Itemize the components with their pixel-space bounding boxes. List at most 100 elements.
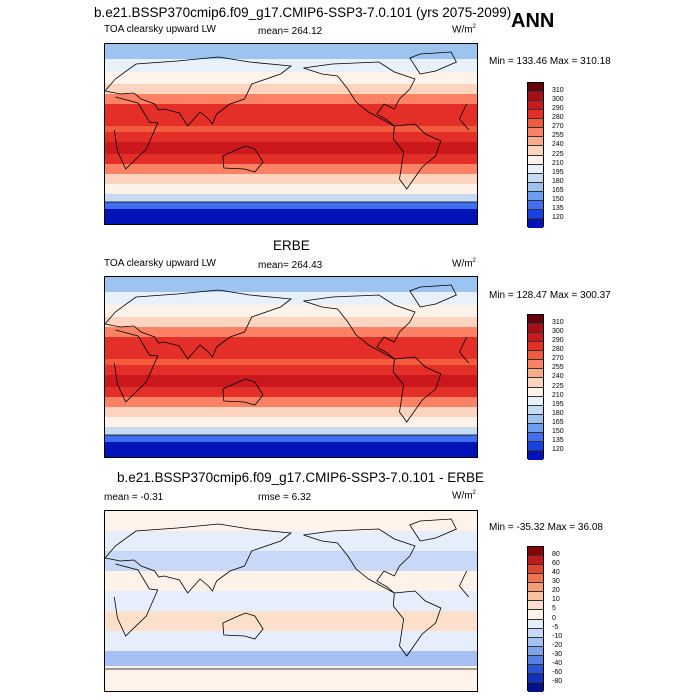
colorbar-box	[528, 209, 543, 219]
colorbar-tick-label: 165	[552, 418, 564, 426]
latitude-band	[105, 435, 477, 442]
panel2-units: W/m2	[452, 258, 476, 270]
colorbar-box	[528, 182, 543, 192]
colorbar-box	[528, 396, 543, 406]
colorbar-tick-label: 135	[552, 436, 564, 444]
colorbar-tick-label: 10	[552, 596, 560, 604]
coastline	[222, 378, 264, 406]
main-title: b.e21.BSSP370cmip6.f09_g17.CMIP6-SSP3-7.…	[94, 5, 512, 20]
colorbar-tick-label: 255	[552, 364, 564, 372]
colorbar-box	[528, 315, 543, 325]
colorbar-tick-label: 240	[552, 141, 564, 149]
colorbar-tick-label: 120	[552, 445, 564, 453]
coastline	[409, 51, 457, 75]
latitude-band	[105, 184, 477, 194]
coastline	[222, 612, 264, 640]
latitude-band	[105, 44, 477, 59]
latitude-band	[105, 174, 477, 184]
latitude-band	[105, 551, 477, 571]
colorbar-tick-label: 150	[552, 427, 564, 435]
panel1-minmax: Min = 133.46 Max = 310.18	[489, 56, 611, 67]
latitude-band	[105, 209, 477, 224]
latitude-band	[105, 202, 477, 209]
latitude-band	[105, 631, 477, 651]
panel3-title: b.e21.BSSP370cmip6.f09_g17.CMIP6-SSP3-7.…	[117, 470, 484, 485]
coastline	[303, 528, 416, 594]
colorbar-tick-label: 40	[552, 569, 560, 577]
colorbar-tick-label: 300	[552, 96, 564, 104]
colorbar-tick-label: 290	[552, 105, 564, 113]
panel1-mean: mean= 264.12	[258, 26, 323, 37]
colorbar-box	[528, 592, 543, 602]
latitude-band	[105, 442, 477, 457]
latitude-band	[105, 365, 477, 375]
colorbar-box	[528, 387, 543, 397]
colorbar-tick-label: 20	[552, 587, 560, 595]
coastline	[113, 329, 159, 403]
latitude-band	[105, 292, 477, 305]
panel2-title: ERBE	[273, 238, 310, 253]
latitude-band	[105, 327, 477, 337]
latitude-band	[105, 571, 477, 591]
colorbar-box	[528, 342, 543, 352]
colorbar-box	[528, 547, 543, 557]
colorbar-tick-label: 135	[552, 204, 564, 212]
latitude-band	[105, 359, 477, 365]
panel3-mean: mean = -0.31	[104, 492, 164, 503]
panel3-minmax: Min = -35.32 Max = 36.08	[489, 522, 603, 533]
panel2-variable: TOA clearsky upward LW	[104, 258, 216, 269]
colorbar-tick-label: 30	[552, 578, 560, 586]
colorbar-tick-label: 240	[552, 373, 564, 381]
colorbar-box	[528, 324, 543, 334]
latitude-band	[105, 611, 477, 631]
colorbar-box	[528, 101, 543, 111]
latitude-band	[105, 375, 477, 387]
colorbar-tick-label: 60	[552, 560, 560, 568]
colorbar-tick-label: 290	[552, 337, 564, 345]
colorbar-box	[528, 655, 543, 665]
colorbar-box	[528, 200, 543, 210]
latitude-band	[105, 317, 477, 327]
panel2-mean: mean= 264.43	[258, 260, 323, 271]
colorbar-tick-label: 310	[552, 87, 564, 95]
coastline	[459, 118, 470, 131]
colorbar-box	[528, 619, 543, 629]
colorbar-tick-label: -40	[552, 659, 563, 667]
colorbar-box	[528, 164, 543, 174]
colorbar-tick-label: 210	[552, 391, 564, 399]
colorbar-box	[528, 137, 543, 147]
latitude-band	[105, 337, 477, 349]
colorbar-tick-label: 210	[552, 159, 564, 167]
colorbar-box	[528, 369, 543, 379]
colorbar-box	[528, 601, 543, 611]
latitude-band	[105, 59, 477, 72]
latitude-band	[105, 277, 477, 292]
coastline	[392, 590, 442, 657]
colorbar-tick-label: -30	[552, 650, 563, 658]
coastline	[105, 523, 293, 594]
colorbar-tick-label: -60	[552, 668, 563, 676]
panel3-map	[104, 510, 478, 692]
coastline	[392, 356, 442, 423]
colorbar-tick-label: 255	[552, 132, 564, 140]
coastline	[409, 284, 457, 308]
latitude-band	[105, 387, 477, 397]
coastline	[303, 294, 416, 360]
colorbar-box	[528, 423, 543, 433]
colorbar-tick-label: 195	[552, 400, 564, 408]
latitude-band	[105, 427, 477, 435]
colorbar-box	[528, 664, 543, 674]
colorbar-tick-label: 180	[552, 409, 564, 417]
colorbar-tick-label: 195	[552, 168, 564, 176]
latitude-band	[105, 666, 477, 691]
colorbar-box	[528, 83, 543, 93]
coastline	[409, 518, 457, 542]
colorbar-tick-label: -10	[552, 632, 563, 640]
coastline	[222, 145, 264, 173]
latitude-band	[105, 94, 477, 104]
colorbar-tick-label: 80	[552, 551, 560, 559]
panel1-colorbar	[527, 82, 544, 228]
colorbar-box	[528, 556, 543, 566]
colorbar-box	[528, 92, 543, 102]
colorbar-tick-label: 300	[552, 328, 564, 336]
